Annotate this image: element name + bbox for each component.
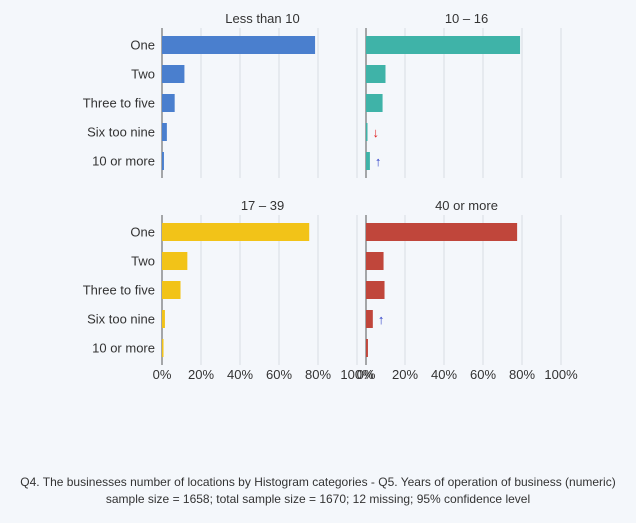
x-tick-label: 60% [470,367,496,382]
x-tick-label: 60% [266,367,292,382]
category-label: Three to five [83,96,155,111]
x-tick-label: 20% [188,367,214,382]
footer-question: Q4. The businesses number of locations b… [20,475,616,489]
bar [162,281,181,299]
bar [162,65,185,83]
category-label: Two [131,254,155,269]
faceted-bar-chart: Less than 10 One Two Three to five Six too n… [83,11,578,382]
bar [162,36,316,54]
x-tick-label: 0% [357,367,376,382]
bar [366,65,386,83]
x-tick-label: 40% [431,367,457,382]
significance-marker: ↓ [373,125,380,140]
significance-marker: ↑ [378,312,385,327]
category-label: Six too nine [87,312,155,327]
bar [162,152,164,170]
panel-title: 40 or more [435,198,498,213]
chart-canvas: Less than 10 One Two Three to five Six too n… [83,11,578,382]
category-label: 10 or more [92,154,155,169]
bar [366,94,383,112]
panel-title: 10 – 16 [445,11,488,26]
bar [366,36,521,54]
bar [366,152,370,170]
category-label: Three to five [83,283,155,298]
category-label: One [130,225,155,240]
bar [366,223,518,241]
bar [162,252,188,270]
x-tick-label: 80% [509,367,535,382]
bar [366,339,368,357]
category-label: Six too nine [87,125,155,140]
x-tick-label: 80% [305,367,331,382]
bar [162,339,164,357]
footer-sample-info: sample size = 1658; total sample size = … [105,492,531,506]
x-tick-label: 100% [544,367,578,382]
x-tick-label: 0% [153,367,172,382]
bar [366,310,373,328]
significance-marker: ↑ [375,154,382,169]
bar [366,252,384,270]
x-tick-label: 100% [340,367,374,382]
bar [366,281,385,299]
panel-title: 17 – 39 [241,198,284,213]
category-label: One [130,38,155,53]
panel-title: Less than 10 [225,11,299,26]
x-tick-label: 20% [392,367,418,382]
chart-footer: Q4. The businesses number of locations b… [0,474,636,508]
category-label: 10 or more [92,341,155,356]
category-label: Two [131,67,155,82]
x-tick-label: 40% [227,367,253,382]
bar [162,310,165,328]
bar [366,123,368,141]
bar [162,123,167,141]
bar [162,223,310,241]
bar [162,94,175,112]
